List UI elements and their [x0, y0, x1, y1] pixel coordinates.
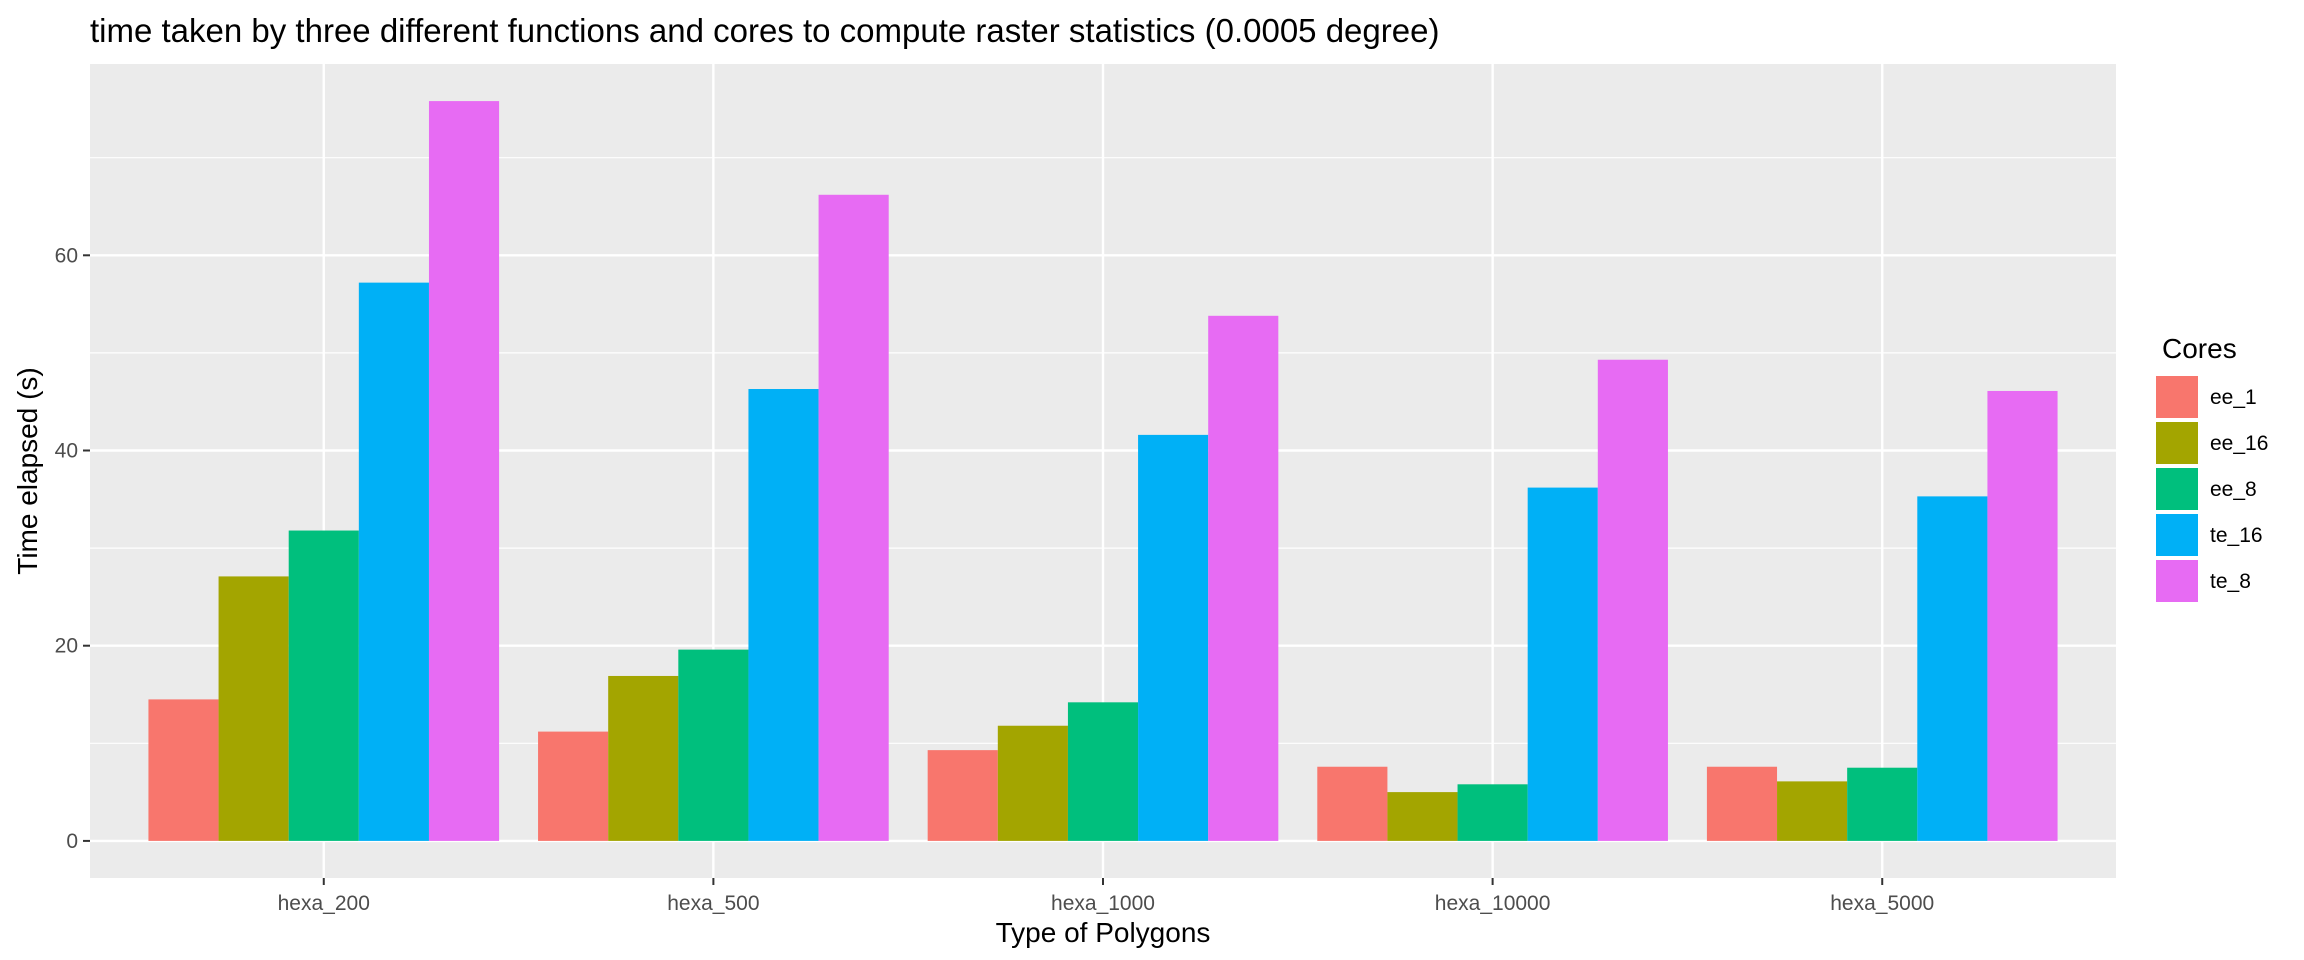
- bar-ee_8-hexa_5000: [1847, 767, 1918, 841]
- bar-ee_1-hexa_1000: [927, 750, 998, 841]
- bar-te_8-hexa_5000: [1987, 390, 2058, 841]
- y-tick-label: 20: [55, 635, 78, 658]
- bar-ee_16-hexa_1000: [997, 725, 1068, 841]
- legend-label: te_8: [2210, 570, 2251, 593]
- bar-ee_16-hexa_200: [218, 576, 289, 841]
- y-tick-label: 40: [55, 440, 78, 463]
- x-tick-label: hexa_500: [667, 892, 759, 915]
- legend-label: ee_8: [2210, 478, 2257, 501]
- bar-ee_1-hexa_200: [148, 699, 219, 841]
- bar-ee_1-hexa_10000: [1317, 766, 1388, 841]
- bar-ee_16-hexa_5000: [1777, 781, 1848, 841]
- x-tick-label: hexa_1000: [1051, 892, 1155, 915]
- bar-ee_1-hexa_5000: [1706, 766, 1778, 841]
- legend-key-ee_8: [2156, 468, 2198, 510]
- x-axis-title: Type of Polygons: [996, 917, 1211, 948]
- legend-label: ee_16: [2210, 432, 2268, 455]
- y-tick-label: 0: [66, 830, 78, 853]
- bar-ee_16-hexa_500: [608, 675, 679, 841]
- legend-title: Cores: [2162, 333, 2237, 364]
- bar-ee_8-hexa_10000: [1457, 784, 1528, 841]
- x-axis: hexa_200 hexa_500 hexa_1000 hexa_10000 hexa_…: [278, 878, 1934, 915]
- legend-label: te_16: [2210, 524, 2263, 547]
- x-tick-label: hexa_200: [278, 892, 370, 915]
- bar-te_8-hexa_200: [428, 101, 500, 841]
- y-axis-title: Time elapsed (s): [12, 367, 43, 574]
- chart-title: time taken by three different functions …: [90, 12, 1439, 49]
- legend: Cores ee_1 ee_16 ee_8 te_16 te_8: [2156, 333, 2268, 602]
- bar-te_16-hexa_5000: [1917, 496, 1988, 841]
- legend-key-ee_16: [2156, 422, 2198, 464]
- bars: [148, 101, 2058, 841]
- bar-te_16-hexa_10000: [1527, 487, 1598, 841]
- y-axis: 0 20 40 60: [55, 244, 90, 853]
- bar-te_16-hexa_500: [748, 389, 819, 841]
- legend-key-ee_1: [2156, 376, 2198, 418]
- bar-te_8-hexa_500: [818, 194, 889, 841]
- x-tick-label: hexa_10000: [1435, 892, 1551, 915]
- legend-key-te_8: [2156, 560, 2198, 602]
- bar-ee_8-hexa_200: [288, 530, 359, 841]
- bar-te_8-hexa_10000: [1597, 359, 1668, 841]
- x-tick-label: hexa_5000: [1830, 892, 1934, 915]
- bar-ee_8-hexa_1000: [1067, 702, 1139, 841]
- bar-te_16-hexa_1000: [1138, 434, 1209, 841]
- y-tick-label: 60: [55, 244, 78, 267]
- legend-label: ee_1: [2210, 386, 2257, 409]
- bar-te_8-hexa_1000: [1208, 315, 1279, 841]
- legend-key-te_16: [2156, 514, 2198, 556]
- bar-ee_1-hexa_500: [538, 731, 609, 841]
- bar-ee_8-hexa_500: [678, 649, 749, 841]
- bar-te_16-hexa_200: [358, 282, 429, 841]
- bar-ee_16-hexa_10000: [1387, 792, 1458, 841]
